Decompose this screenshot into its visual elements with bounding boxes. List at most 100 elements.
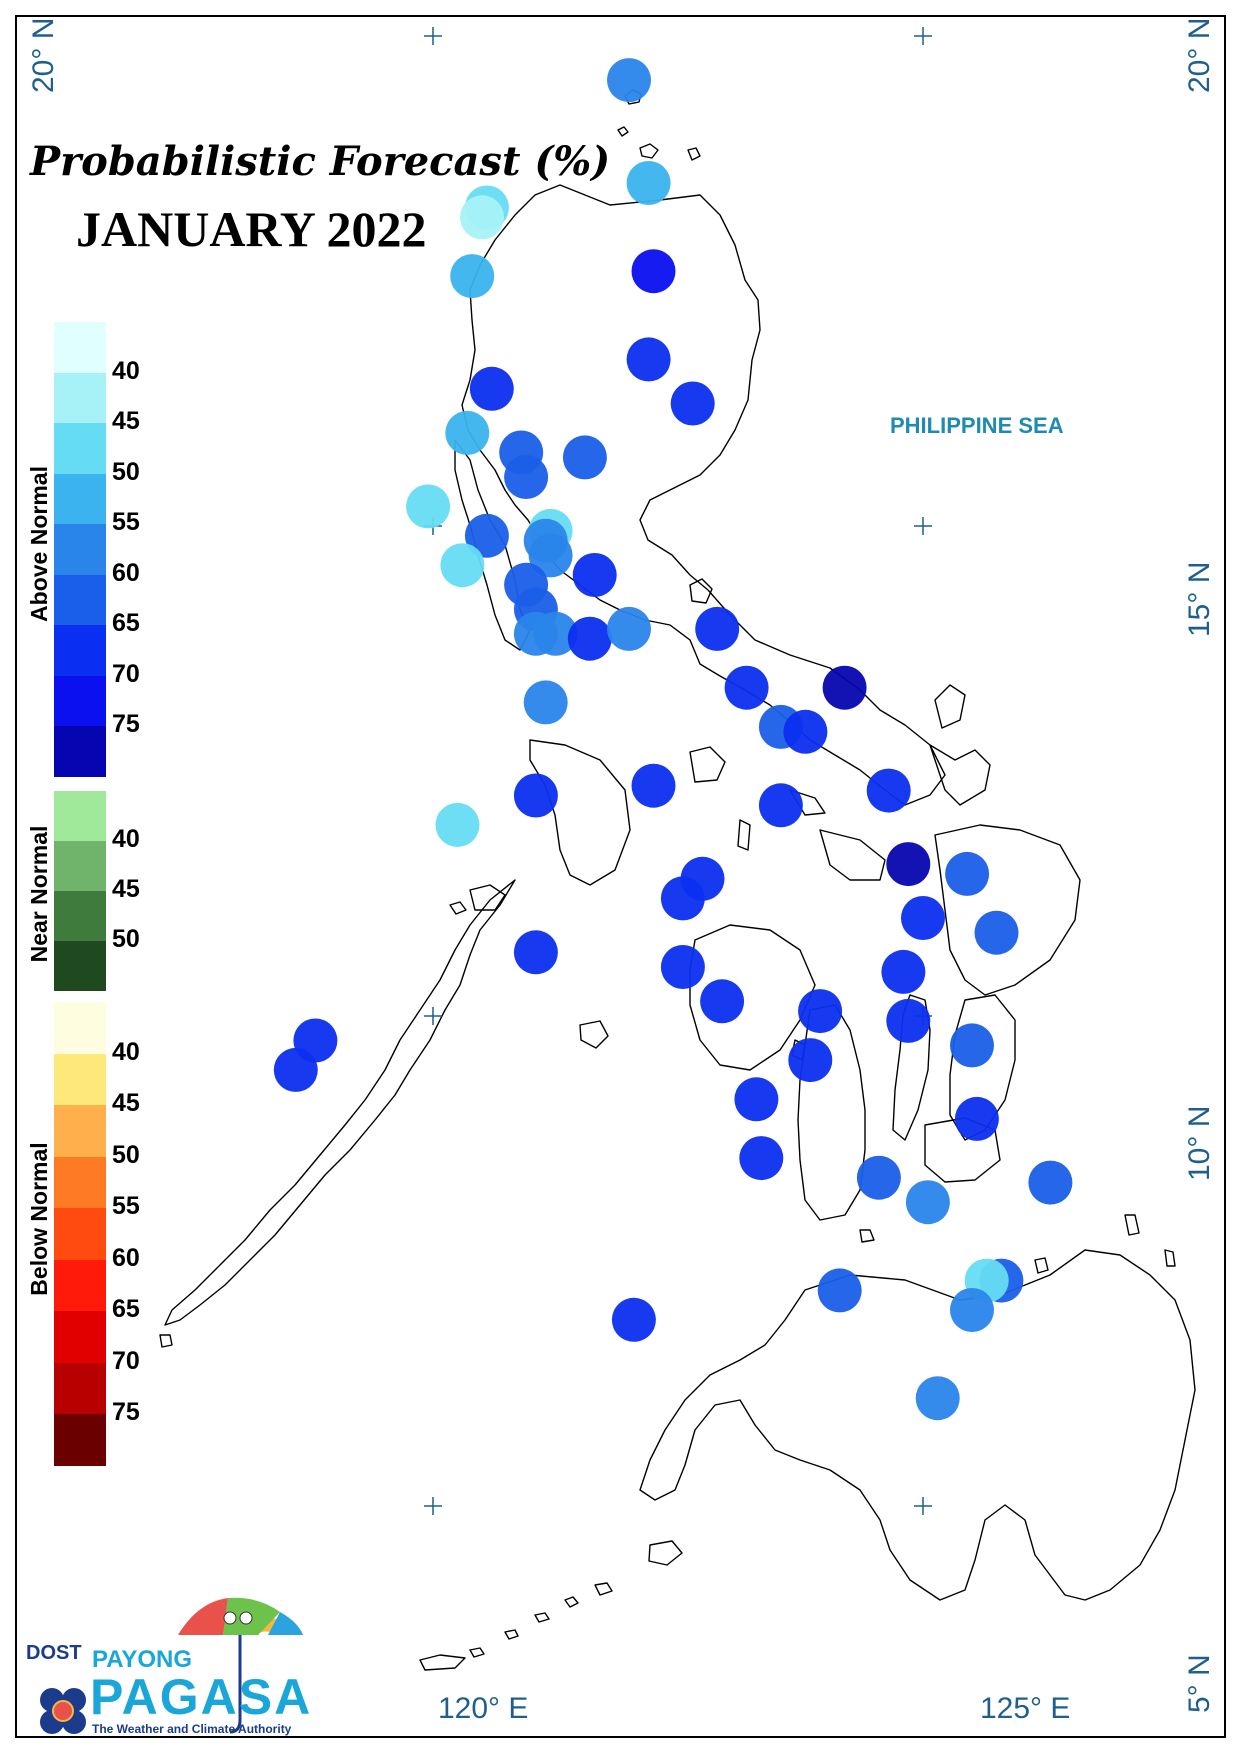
legend-swatch bbox=[54, 891, 106, 941]
station-marker bbox=[660, 945, 705, 989]
station-marker bbox=[734, 1077, 779, 1122]
legend-swatch bbox=[54, 675, 106, 726]
station-marker bbox=[631, 763, 676, 808]
legend-swatch bbox=[54, 1002, 106, 1054]
lat-10-label: 10° N bbox=[1183, 1105, 1216, 1181]
graticule-cross bbox=[424, 27, 442, 45]
station-marker bbox=[607, 58, 651, 103]
station-marker bbox=[273, 1047, 318, 1092]
legend-swatch bbox=[54, 1362, 106, 1414]
station-marker bbox=[695, 606, 740, 651]
legend-tick-label: 40 bbox=[112, 825, 140, 853]
lat-15-label: 15° N bbox=[1183, 561, 1216, 637]
lat-5-label: 5° N bbox=[1183, 1654, 1216, 1713]
legend-swatch bbox=[54, 574, 106, 625]
legend-tick-label: 45 bbox=[112, 875, 140, 903]
legend-swatch bbox=[54, 1311, 106, 1363]
station-marker bbox=[817, 1268, 862, 1313]
legend-tick-label: 45 bbox=[112, 407, 140, 435]
station-marker bbox=[822, 665, 867, 710]
legend-tick-label: 50 bbox=[112, 1140, 140, 1169]
station-marker bbox=[739, 1136, 784, 1181]
legend-tick-label: 45 bbox=[112, 1089, 140, 1117]
station-marker bbox=[626, 337, 671, 382]
legend-tick-label: 50 bbox=[112, 457, 140, 486]
legend-tick-label: 55 bbox=[112, 508, 140, 536]
legend-below-normal: 40 45 50 55 60 65 70 75 bbox=[54, 1002, 140, 1466]
station-marker bbox=[572, 553, 617, 597]
legend-swatch bbox=[54, 625, 106, 676]
legend-near-normal: 40 45 50 bbox=[54, 791, 140, 991]
station-marker bbox=[567, 616, 612, 661]
station-marker bbox=[901, 896, 945, 940]
graticule-cross bbox=[914, 27, 932, 45]
map-title: Probabilistic Forecast (%) bbox=[30, 138, 611, 185]
legend-tick-label: 75 bbox=[112, 1398, 140, 1426]
legend-above-normal-title: Above Normal bbox=[26, 466, 52, 622]
station-marker bbox=[886, 998, 931, 1043]
station-marker bbox=[528, 533, 573, 578]
legend-swatch bbox=[54, 1156, 106, 1208]
legend-swatch bbox=[54, 941, 106, 991]
legend-swatch bbox=[54, 322, 106, 373]
legend-swatch bbox=[54, 726, 106, 777]
legend-tick-label: 75 bbox=[112, 710, 140, 738]
lon-125-label: 125° E bbox=[980, 1692, 1071, 1725]
legend-swatch bbox=[54, 791, 106, 841]
station-marker bbox=[856, 1155, 901, 1200]
station-marker bbox=[406, 484, 451, 529]
legend-swatch bbox=[54, 1105, 106, 1157]
legend-tick-label: 70 bbox=[112, 659, 140, 688]
legend-swatch bbox=[54, 1208, 106, 1260]
legend-tick-label: 65 bbox=[112, 609, 140, 637]
legend-tick-label: 50 bbox=[112, 925, 140, 953]
station-marker bbox=[886, 842, 931, 887]
station-marker bbox=[504, 455, 549, 499]
legend-swatch bbox=[54, 1053, 106, 1105]
station-marker bbox=[881, 949, 926, 994]
map-subtitle: JANUARY 2022 bbox=[76, 201, 427, 257]
station-marker bbox=[440, 543, 485, 588]
station-marker bbox=[950, 1023, 994, 1068]
sea-label: PHILIPPINE SEA bbox=[890, 413, 1064, 438]
station-marker bbox=[460, 195, 504, 240]
legend-swatch bbox=[54, 1259, 106, 1311]
legend-tick-label: 60 bbox=[112, 1243, 140, 1272]
station-marker bbox=[562, 435, 607, 480]
station-marker bbox=[445, 410, 490, 455]
station-marker bbox=[626, 161, 671, 205]
lat-20-left-label: 20° N bbox=[27, 17, 60, 93]
station-marker bbox=[523, 680, 568, 725]
station-marker bbox=[435, 802, 480, 847]
graticule-cross bbox=[914, 517, 932, 535]
forecast-stations bbox=[273, 58, 1073, 1421]
station-marker bbox=[945, 851, 990, 896]
legend-tick-label: 40 bbox=[112, 356, 140, 385]
lon-120-label: 120° E bbox=[438, 1692, 529, 1725]
station-marker bbox=[724, 665, 769, 710]
legend-tick-label: 70 bbox=[112, 1346, 140, 1375]
legend-tick-label: 40 bbox=[112, 1037, 140, 1066]
legend-swatch bbox=[54, 841, 106, 891]
legend-swatch bbox=[54, 423, 106, 474]
legend-swatch bbox=[54, 473, 106, 524]
lat-20-right-label: 20° N bbox=[1183, 17, 1216, 93]
pagasa-logo: DOST PAYONG PAGASA The Weather and Clima… bbox=[18, 1590, 318, 1740]
station-marker bbox=[450, 254, 495, 299]
station-marker bbox=[783, 709, 828, 754]
station-marker bbox=[660, 876, 705, 921]
legend-swatch bbox=[54, 524, 106, 575]
legend-near-normal-title: Near Normal bbox=[26, 825, 52, 963]
station-marker bbox=[974, 910, 1019, 955]
station-marker bbox=[513, 930, 558, 975]
logo-agency: DOST bbox=[26, 1642, 82, 1664]
station-marker bbox=[1028, 1160, 1073, 1205]
station-marker bbox=[670, 381, 715, 426]
logo-tagline: The Weather and Climate Authority bbox=[92, 1722, 292, 1736]
legend-swatch bbox=[54, 372, 106, 423]
station-marker bbox=[954, 1096, 999, 1141]
station-marker bbox=[950, 1288, 994, 1332]
legend-above-normal: 40 45 50 55 60 65 70 75 bbox=[54, 322, 140, 777]
station-marker bbox=[533, 611, 578, 656]
